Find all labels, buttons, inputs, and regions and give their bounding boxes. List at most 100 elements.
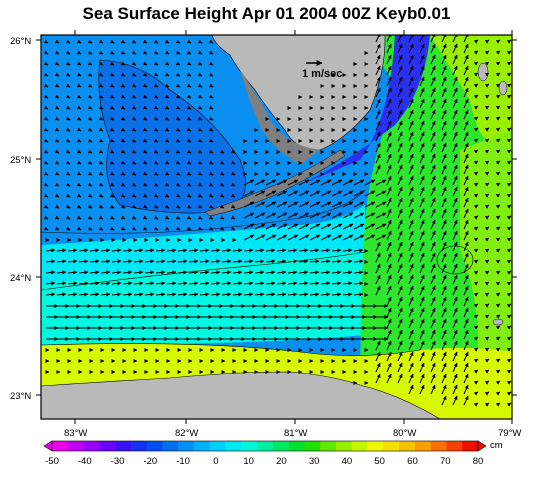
current-vector: [484, 347, 490, 352]
current-vector: [484, 292, 490, 297]
current-vector: [353, 190, 365, 197]
current-vector: [87, 116, 93, 121]
current-vector: [495, 391, 501, 396]
current-vector: [375, 120, 381, 131]
colorbar-tick-label: 70: [440, 456, 451, 467]
current-vector: [131, 226, 137, 231]
current-vector: [441, 362, 447, 373]
current-vector: [419, 285, 425, 296]
current-vector: [353, 223, 365, 230]
current-vector: [408, 197, 414, 208]
current-vector: [430, 120, 436, 131]
current-vector: [495, 347, 501, 352]
current-vector: [473, 314, 479, 319]
current-vector: [78, 270, 89, 275]
lon-label-79w: 79°W: [498, 428, 521, 439]
current-vector: [153, 193, 159, 198]
current-vector: [265, 259, 276, 264]
current-vector: [67, 248, 78, 253]
current-vector: [208, 72, 214, 77]
current-vector: [463, 252, 469, 263]
current-vector: [506, 259, 512, 264]
current-vector: [375, 65, 381, 76]
current-vector: [452, 153, 458, 164]
current-vector: [506, 215, 512, 220]
current-vector: [109, 72, 115, 77]
current-vector: [452, 186, 458, 197]
current-vector: [408, 186, 414, 197]
current-vector: [210, 248, 221, 253]
current-vector: [254, 270, 265, 275]
current-vector: [78, 292, 89, 297]
current-vector: [186, 61, 192, 66]
current-vector: [133, 270, 144, 275]
current-vector: [484, 193, 490, 198]
current-vector: [463, 109, 469, 120]
current-vector: [254, 248, 265, 253]
current-vector: [54, 226, 60, 231]
current-vector: [197, 105, 203, 110]
current-vector: [473, 204, 479, 209]
current-vector: [452, 98, 458, 109]
current-vector: [441, 219, 447, 230]
current-vector: [232, 292, 243, 297]
colorbar-swatch: [336, 441, 353, 451]
current-vector: [153, 72, 159, 77]
current-vector: [298, 212, 310, 219]
current-vector: [144, 248, 155, 253]
current-vector: [386, 35, 392, 43]
current-vector: [142, 83, 148, 88]
current-vector: [54, 94, 60, 99]
current-vector: [342, 212, 354, 219]
current-vector: [353, 292, 364, 297]
current-vector: [430, 98, 436, 109]
current-vector: [43, 83, 49, 88]
current-vector: [109, 171, 115, 176]
current-vector: [142, 149, 148, 154]
current-vector: [441, 153, 447, 164]
current-vector: [484, 314, 490, 319]
current-vector: [320, 270, 331, 275]
current-vector: [230, 204, 236, 209]
current-vector: [164, 193, 170, 198]
current-vector: [386, 241, 392, 252]
current-vector: [320, 190, 332, 197]
current-vector: [188, 270, 199, 275]
current-vector: [473, 270, 479, 275]
current-vector: [65, 226, 71, 231]
current-vector: [142, 50, 148, 55]
current-vector: [43, 138, 49, 143]
current-vector: [131, 149, 137, 154]
current-vector: [265, 270, 276, 275]
current-vector: [463, 395, 469, 406]
current-vector: [208, 138, 214, 143]
current-vector: [375, 131, 381, 142]
current-vector: [473, 127, 479, 132]
current-vector: [155, 248, 166, 253]
current-vector: [484, 303, 490, 308]
current-vector: [419, 142, 425, 153]
current-vector: [111, 270, 122, 275]
current-vector: [441, 318, 447, 329]
current-vector: [495, 336, 501, 341]
yellow-green-region: [430, 35, 512, 151]
current-vector: [353, 234, 365, 241]
current-vector: [397, 65, 403, 76]
current-vector: [232, 281, 243, 286]
current-vector: [397, 109, 403, 120]
current-vector: [131, 138, 137, 143]
colorbar-swatch: [115, 441, 132, 451]
current-vector: [473, 149, 479, 154]
current-vector: [473, 83, 479, 88]
current-vector: [397, 197, 403, 208]
current-vector: [199, 281, 210, 286]
current-vector: [364, 223, 376, 230]
colorbar-swatch: [383, 441, 400, 451]
current-vector: [441, 208, 447, 219]
current-vector: [419, 54, 425, 65]
current-vector: [188, 292, 199, 297]
current-vector: [155, 259, 166, 264]
bahamas-island-1: [477, 62, 489, 82]
current-vector: [120, 160, 126, 165]
current-vector: [230, 160, 236, 165]
